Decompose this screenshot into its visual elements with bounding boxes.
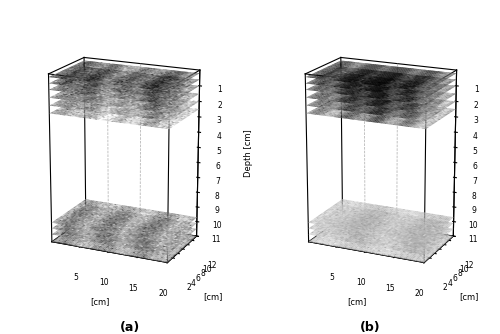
Y-axis label: [cm]: [cm] xyxy=(460,293,479,302)
Text: (b): (b) xyxy=(360,321,380,334)
X-axis label: [cm]: [cm] xyxy=(90,298,110,307)
Y-axis label: [cm]: [cm] xyxy=(203,293,222,302)
X-axis label: [cm]: [cm] xyxy=(347,298,366,307)
Text: (a): (a) xyxy=(120,321,140,334)
